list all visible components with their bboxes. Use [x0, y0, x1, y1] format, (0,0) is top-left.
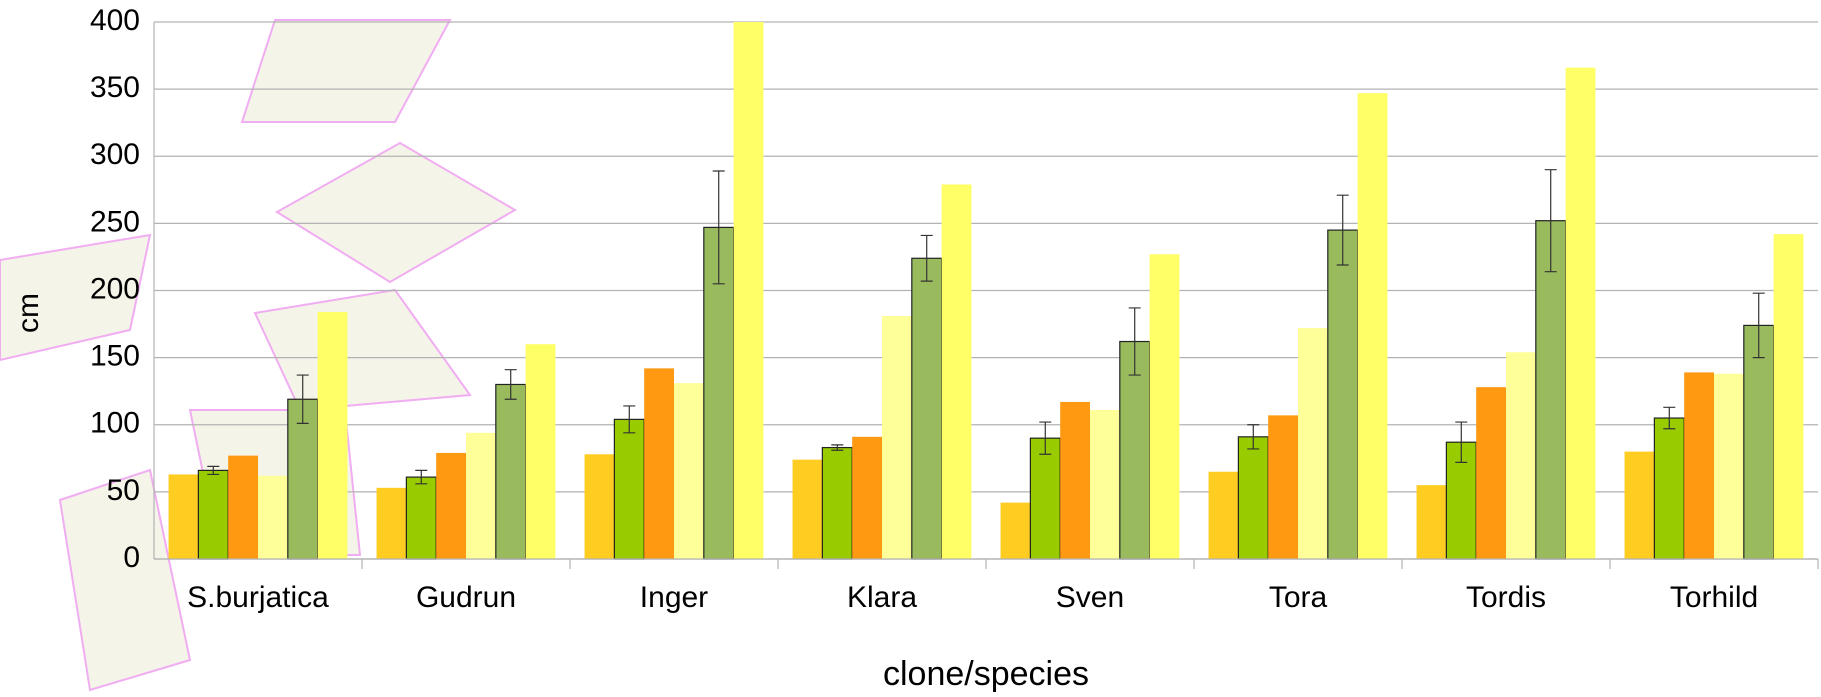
- bar: [734, 22, 764, 559]
- x-tick-label: Tordis: [1466, 581, 1546, 614]
- bar: [1654, 418, 1684, 559]
- bar: [1417, 485, 1447, 559]
- y-tick-label: 200: [90, 272, 140, 305]
- bar: [1506, 352, 1536, 559]
- y-tick-label: 400: [90, 4, 140, 37]
- x-tick-label: S.burjatica: [187, 581, 329, 614]
- bar: [198, 470, 228, 559]
- y-tick-label: 50: [107, 474, 140, 507]
- bar: [1030, 438, 1060, 559]
- y-tick-label: 0: [123, 541, 140, 574]
- y-tick-label: 300: [90, 138, 140, 171]
- bar: [912, 258, 942, 559]
- bar: [1358, 93, 1388, 559]
- bar: [1744, 325, 1774, 559]
- bar: [496, 384, 526, 559]
- x-tick-label: Gudrun: [416, 581, 516, 614]
- bar: [228, 456, 258, 559]
- bar: [1268, 415, 1298, 559]
- y-tick-label: 150: [90, 340, 140, 373]
- bar: [1150, 254, 1180, 559]
- bar: [258, 476, 288, 559]
- chart: 0 50 100 150 200 250 300 350 400 S.burjatica Gudru…: [0, 0, 1821, 697]
- bar: [318, 312, 348, 559]
- bar: [466, 433, 496, 559]
- bar: [852, 437, 882, 559]
- bar: [1298, 328, 1328, 559]
- y-tick-label: 350: [90, 71, 140, 104]
- bar: [793, 460, 823, 559]
- bar: [882, 316, 912, 559]
- bar: [1714, 374, 1744, 559]
- bar: [1476, 387, 1506, 559]
- x-axis-title: clone/species: [883, 655, 1089, 693]
- bar: [436, 453, 466, 559]
- bar: [169, 474, 199, 559]
- bar: [585, 454, 615, 559]
- y-tick-label: 250: [90, 205, 140, 238]
- bar: [1328, 230, 1358, 559]
- bar: [942, 184, 972, 559]
- bar: [644, 368, 674, 559]
- y-axis-title: cm: [12, 293, 45, 333]
- bar: [1625, 452, 1655, 559]
- bar: [406, 477, 436, 559]
- bar: [526, 344, 556, 559]
- bar: [1001, 503, 1031, 559]
- bar: [1209, 472, 1239, 559]
- bar: [674, 383, 704, 559]
- x-tick-label: Klara: [847, 581, 917, 614]
- bar: [1684, 372, 1714, 559]
- bar: [1060, 402, 1090, 559]
- bar: [614, 419, 644, 559]
- y-tick-label: 100: [90, 407, 140, 440]
- bar: [1090, 410, 1120, 559]
- x-tick-label: Tora: [1269, 581, 1328, 614]
- bar: [1238, 437, 1268, 559]
- x-tick-label: Torhild: [1670, 581, 1758, 614]
- bar: [1774, 234, 1804, 559]
- bar: [822, 448, 852, 559]
- bar: [1566, 68, 1596, 559]
- x-tick-label: Sven: [1056, 581, 1124, 614]
- bar: [377, 488, 407, 559]
- x-tick-label: Inger: [640, 581, 708, 614]
